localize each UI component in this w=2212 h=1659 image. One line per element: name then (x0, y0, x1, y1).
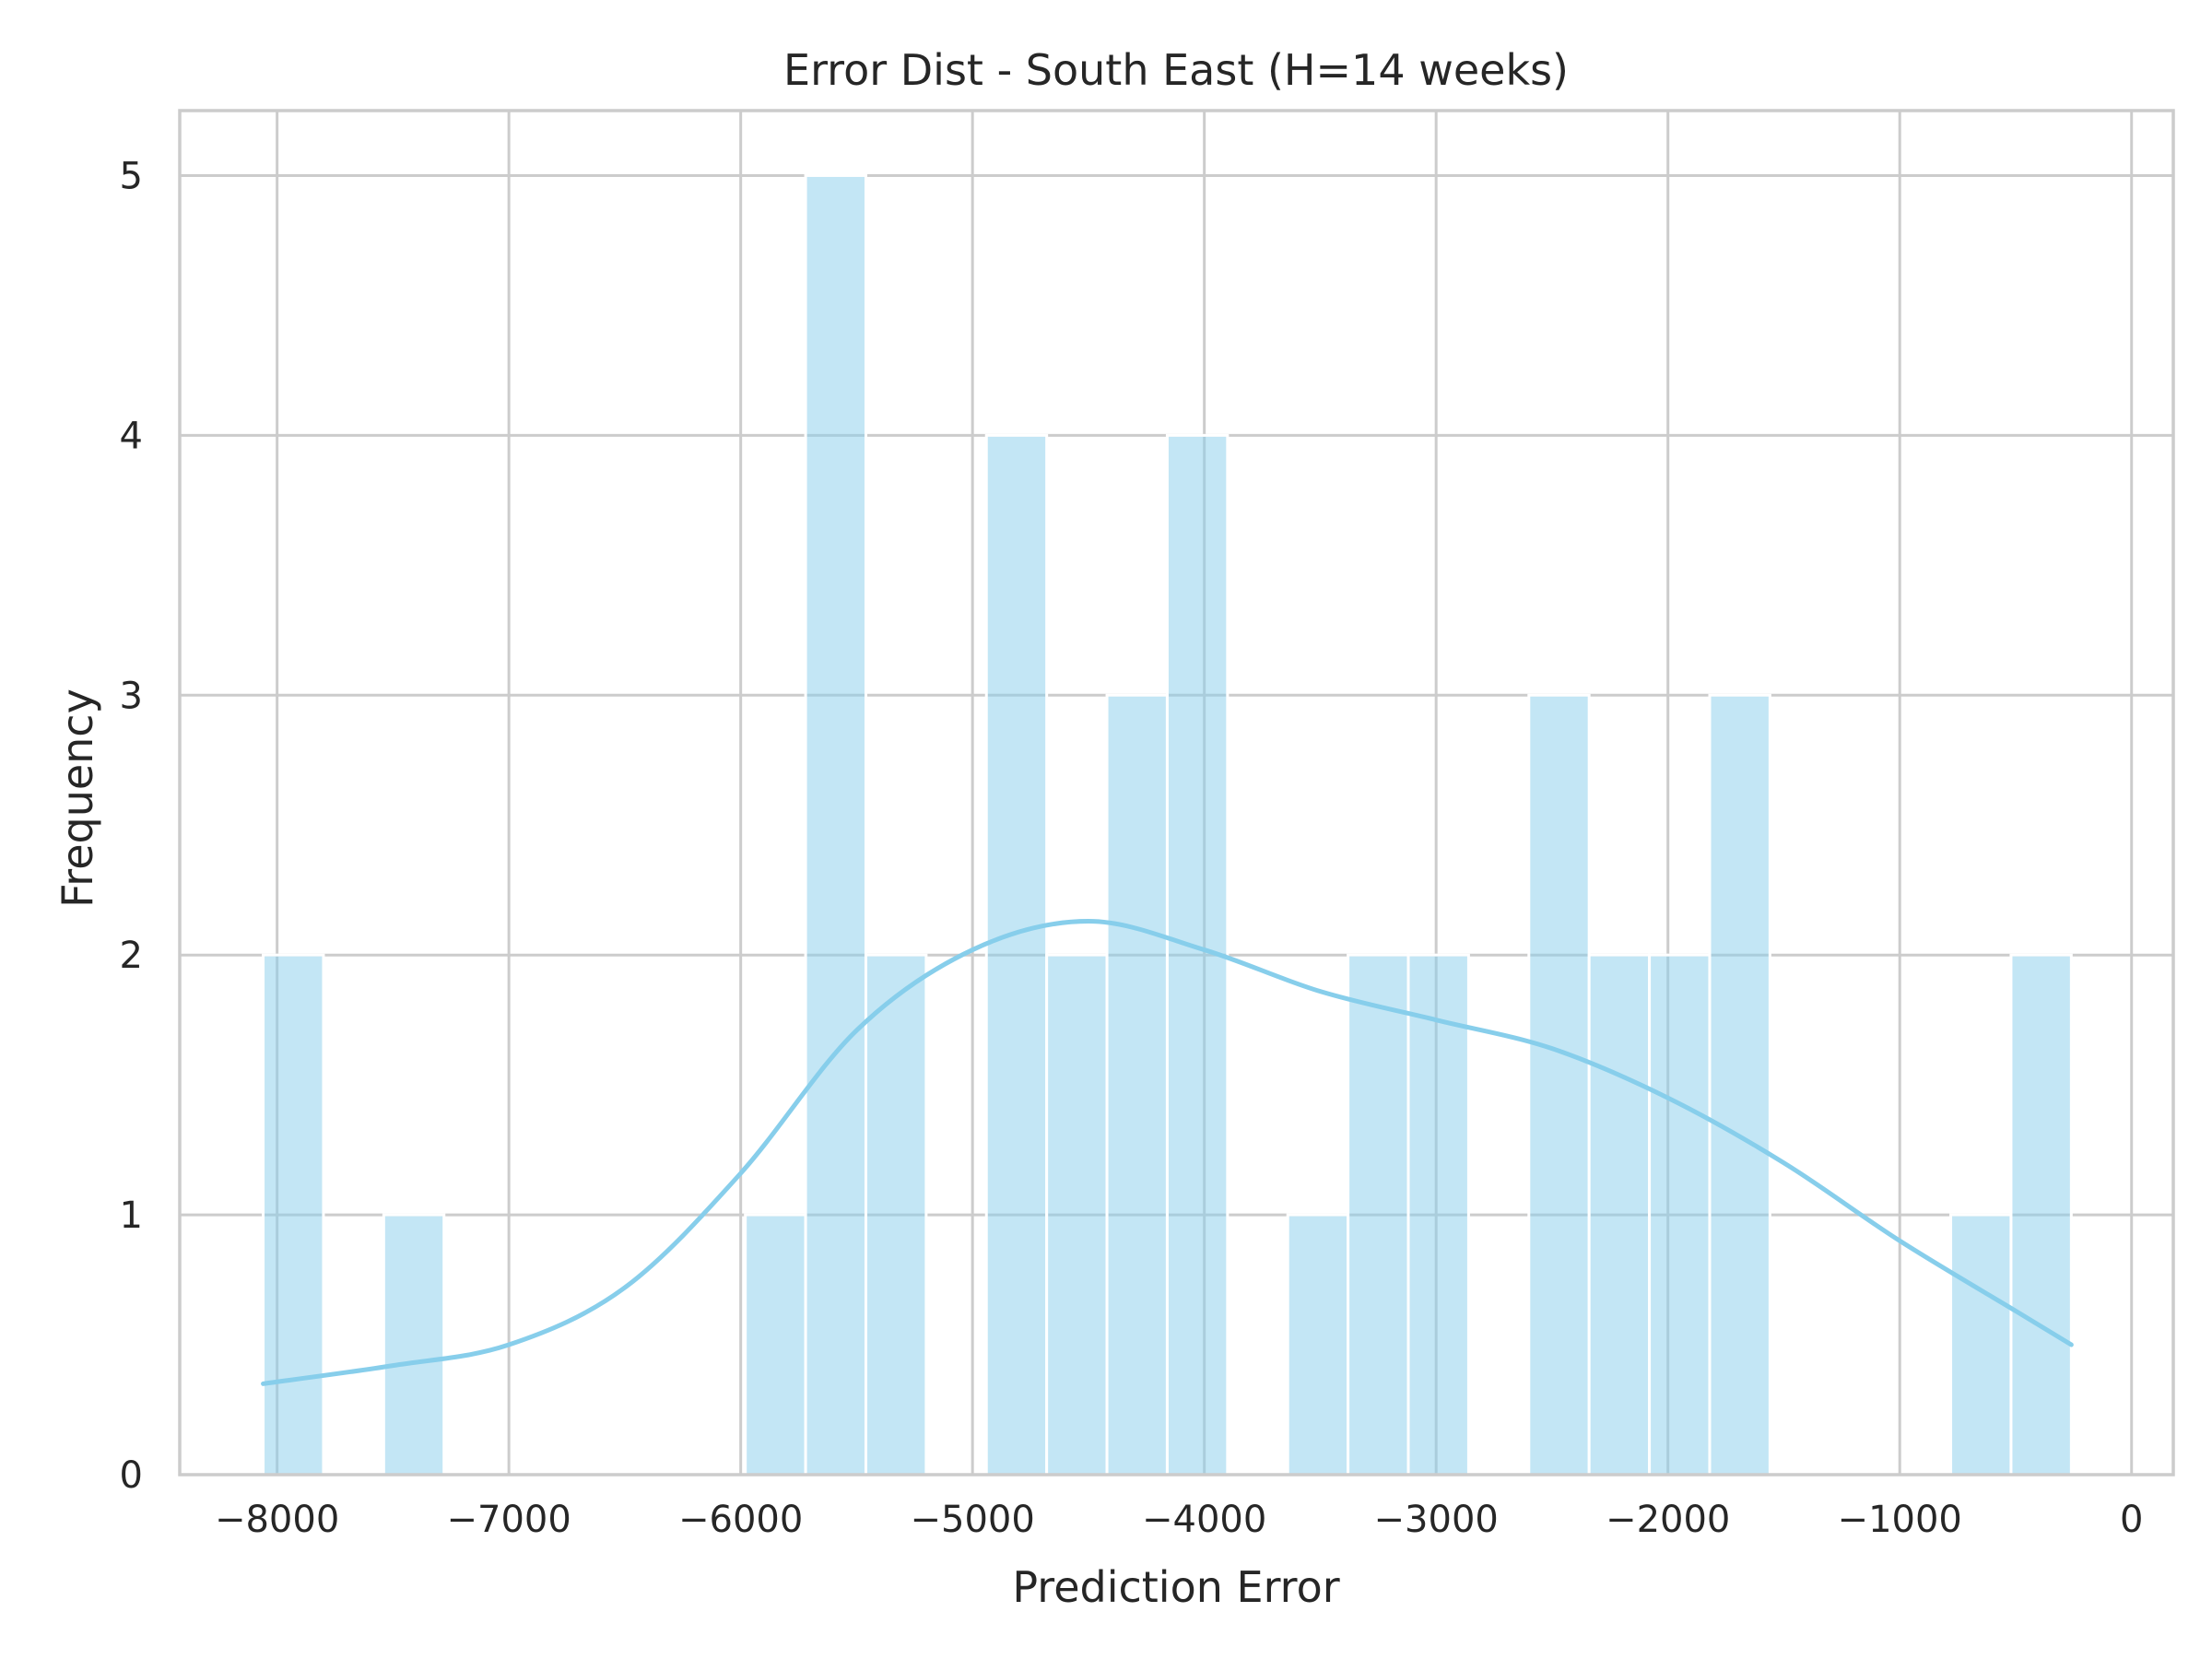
y-tick-labels: 0 1 2 3 4 5 (120, 155, 143, 1497)
chart-title: Error Dist - South East (H=14 weeks) (783, 45, 1569, 95)
y-tick-label: 0 (120, 1454, 143, 1497)
x-tick-label: −4000 (1142, 1499, 1266, 1541)
y-tick-label: 4 (120, 415, 143, 457)
y-tick-label: 1 (120, 1194, 143, 1237)
plot-frame (178, 109, 2175, 1477)
histogram-bar (864, 953, 928, 1477)
x-tick-label: −2000 (1606, 1499, 1730, 1541)
histogram-bar (1045, 953, 1109, 1477)
histogram-bar (1105, 693, 1169, 1477)
bars-layer (262, 173, 2073, 1477)
x-tick-label: 0 (2120, 1499, 2143, 1541)
histogram-bar (1949, 1213, 2013, 1477)
x-tick-label: −8000 (215, 1499, 339, 1541)
y-axis-title: Frequency (53, 688, 102, 908)
histogram-bar (1648, 953, 1712, 1477)
histogram-bar (1587, 953, 1652, 1477)
y-tick-label: 2 (120, 935, 143, 977)
histogram-bar (2009, 953, 2073, 1477)
x-axis-title: Prediction Error (1012, 1562, 1339, 1612)
histogram-bar (744, 1213, 807, 1477)
histogram-bar (804, 173, 867, 1477)
histogram-bar (1347, 953, 1410, 1477)
x-tick-label: −7000 (446, 1499, 571, 1541)
histogram-bar (984, 433, 1049, 1477)
histogram-bar (262, 953, 325, 1477)
histogram-bar (382, 1213, 446, 1477)
histogram-bar (1527, 693, 1591, 1477)
x-tick-labels: −8000 −7000 −6000 −5000 −4000 −3000 −2000 −1000… (215, 1499, 2143, 1541)
x-tick-label: −1000 (1838, 1499, 1962, 1541)
x-tick-label: −5000 (911, 1499, 1035, 1541)
y-tick-label: 5 (120, 155, 143, 197)
y-tick-label: 3 (120, 675, 143, 717)
histogram-bar (1286, 1213, 1350, 1477)
x-tick-label: −6000 (678, 1499, 803, 1541)
histogram-bar (1708, 693, 1771, 1477)
histogram-bar (1406, 953, 1470, 1477)
kde-layer (261, 919, 2074, 1386)
x-tick-label: −3000 (1374, 1499, 1499, 1541)
kde-curve (261, 919, 2074, 1386)
